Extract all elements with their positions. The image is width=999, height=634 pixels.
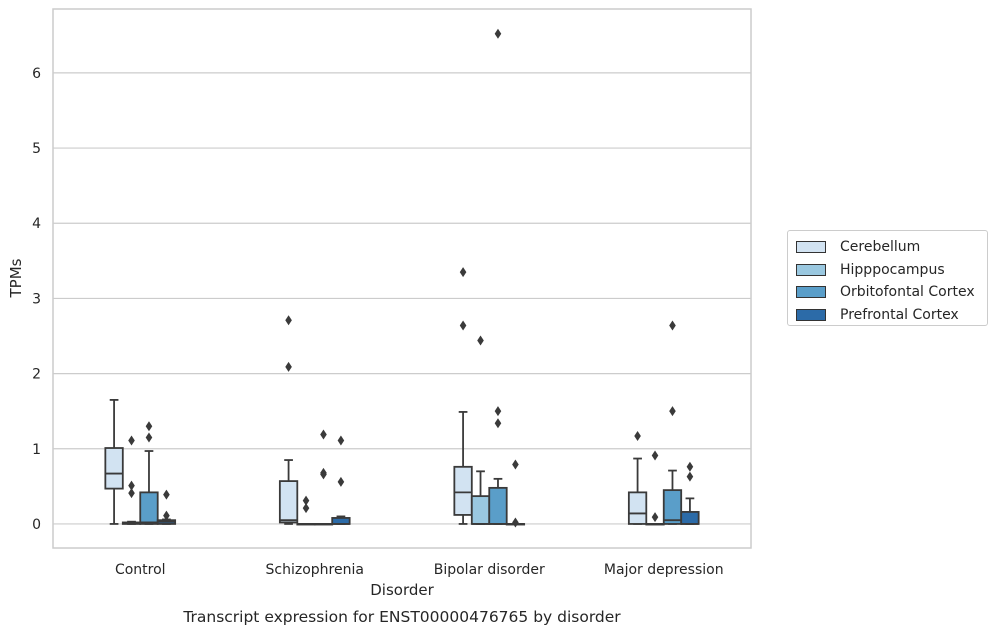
y-axis-label: TPMs: [7, 258, 25, 298]
outlier-point: [669, 320, 676, 331]
box-iqr: [278, 480, 299, 524]
plot-area-frame: [52, 8, 752, 549]
y-tick-label: 5: [32, 141, 41, 157]
outlier-point: [512, 517, 519, 528]
outlier-point: [302, 495, 310, 506]
legend-label: Prefrontal Cortex: [840, 306, 959, 323]
legend-swatch: [796, 263, 826, 276]
box-orbitofontal-cortex: [662, 320, 683, 525]
legend-label: Orbitofontal Cortex: [840, 284, 975, 301]
box-orbitofontal-cortex: [139, 421, 159, 525]
legend-item: Orbitofontal Cortex: [796, 281, 979, 304]
outlier-point: [163, 510, 170, 521]
boxes: [104, 28, 700, 528]
legend-label: Cerebellum: [840, 239, 921, 256]
x-axis-label: Disorder: [370, 581, 434, 599]
box-prefrontal-cortex: [505, 459, 526, 528]
outlier-point: [128, 488, 135, 499]
outlier-point: [320, 429, 327, 440]
y-tick-label: 3: [32, 291, 41, 307]
outlier-point: [686, 461, 694, 472]
y-tick-labels: 0 1 2 3 4 5 6: [32, 66, 41, 533]
x-tick-labels: Control Schizophrenia Bipolar disorder Majo…: [115, 562, 724, 578]
outlier-point: [145, 421, 153, 432]
legend-item: Hipppocampus: [796, 259, 979, 282]
legend-swatch: [796, 286, 826, 299]
outlier-point: [477, 335, 484, 346]
x-tick-label: Schizophrenia: [266, 562, 364, 578]
y-tick-label: 0: [32, 517, 41, 533]
outlier-point: [459, 267, 467, 278]
outlier-point: [320, 469, 327, 480]
box-iqr: [331, 517, 351, 525]
outlier-point: [145, 432, 153, 443]
x-tick-label: Major depression: [604, 562, 724, 578]
y-tick-label: 4: [32, 216, 41, 232]
box-prefrontal-cortex: [680, 461, 700, 525]
box-orbitofontal-cortex: [313, 429, 334, 526]
legend: Cerebellum Hipppocampus Orbitofontal Corte…: [787, 230, 988, 326]
outlier-point: [285, 361, 292, 372]
outlier-point: [285, 315, 292, 326]
box-iqr: [680, 511, 700, 525]
x-tick-label: Bipolar disorder: [434, 562, 545, 578]
chart-caption: Transcript expression for ENST0000047676…: [182, 608, 621, 626]
legend-label: Hipppocampus: [840, 261, 945, 278]
outlier-point: [494, 28, 502, 39]
legend-item: Prefrontal Cortex: [796, 304, 979, 327]
outlier-point: [494, 406, 502, 417]
box-prefrontal-cortex: [156, 489, 177, 525]
box-hipppocampus: [645, 450, 665, 526]
outlier-point: [128, 480, 135, 491]
box-iqr: [453, 465, 473, 516]
y-tick-label: 1: [32, 442, 41, 458]
legend-swatch: [796, 241, 826, 254]
outlier-point: [686, 471, 694, 482]
box-iqr: [139, 491, 159, 525]
outlier-point: [128, 435, 135, 446]
box-prefrontal-cortex: [331, 435, 351, 525]
outlier-point: [651, 450, 659, 461]
y-tick-label: 2: [32, 367, 41, 383]
x-tick-label: Control: [115, 562, 166, 578]
box-iqr: [488, 486, 508, 525]
box-hipppocampus: [296, 495, 316, 526]
outlier-point: [651, 512, 659, 523]
box-iqr: [662, 489, 683, 525]
box-cerebellum: [278, 315, 299, 525]
y-gridlines: [53, 72, 751, 525]
legend-swatch: [796, 308, 826, 321]
outlier-point: [302, 503, 310, 514]
outlier-point: [337, 476, 345, 487]
outlier-point: [337, 435, 345, 446]
box-iqr: [627, 491, 648, 525]
box-cerebellum: [453, 267, 473, 525]
box-iqr: [104, 447, 124, 490]
box-iqr: [470, 495, 491, 525]
y-tick-label: 6: [32, 66, 41, 82]
box-hipppocampus: [121, 435, 142, 525]
legend-item: Cerebellum: [796, 236, 979, 259]
box-orbitofontal-cortex: [488, 28, 508, 525]
outlier-point: [669, 406, 676, 417]
box-cerebellum: [104, 399, 124, 525]
outlier-point: [494, 418, 502, 429]
box-cerebellum: [627, 430, 648, 525]
outlier-point: [459, 320, 467, 331]
outlier-point: [634, 430, 641, 441]
outlier-point: [163, 489, 170, 500]
outlier-point: [512, 459, 519, 470]
box-hipppocampus: [470, 335, 491, 525]
